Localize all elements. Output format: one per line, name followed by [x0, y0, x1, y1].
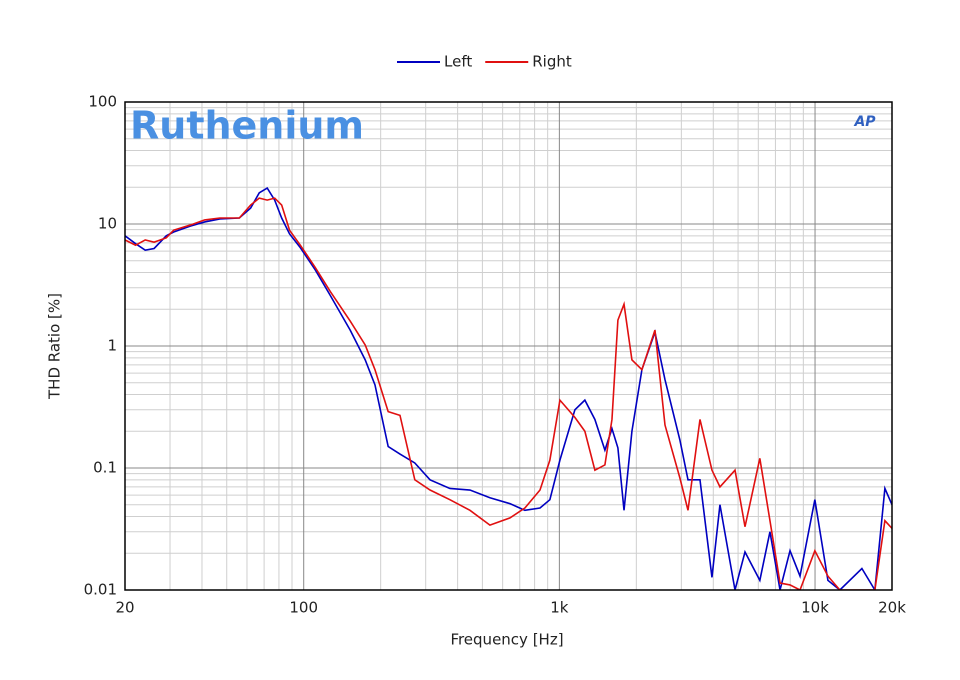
chart-title: Ruthenium: [130, 104, 364, 148]
x-tick-label: 10k: [801, 599, 829, 617]
x-tick-label: 20: [115, 599, 134, 617]
plot-lines: [125, 186, 892, 590]
x-axis-label: Frequency [Hz]: [450, 631, 563, 649]
legend-label: Right: [532, 53, 572, 71]
grid: [124, 101, 893, 591]
series-line: [125, 197, 892, 590]
legend: Left Right: [397, 53, 572, 71]
x-tick-label: 100: [289, 599, 318, 617]
y-tick-label: 0.1: [93, 459, 117, 477]
legend-label: Left: [444, 53, 472, 71]
y-tick-label: 100: [88, 93, 117, 111]
y-tick-label: 1: [107, 337, 117, 355]
y-tick-label: 10: [98, 215, 117, 233]
x-tick-label: 20k: [878, 599, 906, 617]
plot-frame: [124, 101, 893, 591]
y-axis-label: THD Ratio [%]: [46, 293, 64, 400]
y-tick-label: 0.01: [84, 581, 117, 599]
logo: AP: [853, 114, 876, 130]
x-tick-label: 1k: [550, 599, 569, 617]
series-line: [125, 186, 892, 590]
